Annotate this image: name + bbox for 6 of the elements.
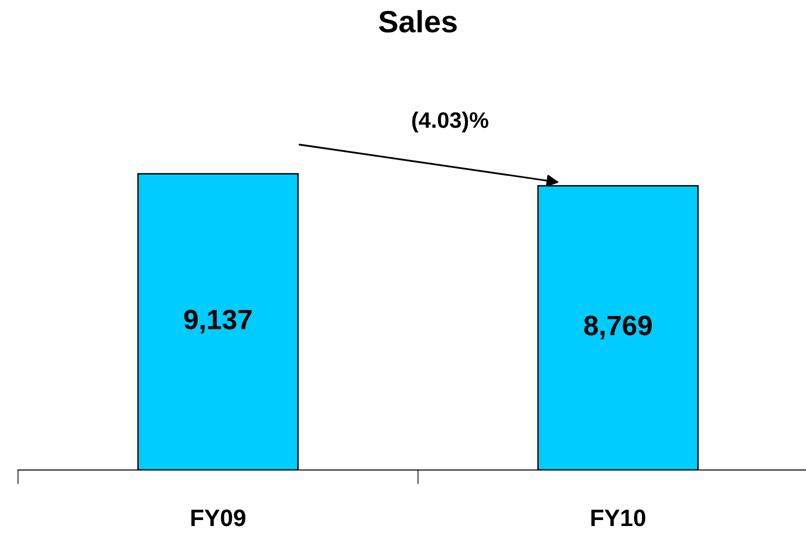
text: (4.03)% [412, 112, 488, 132]
chart-title: Sales [378, 10, 457, 33]
data-label: 8,769 [584, 316, 652, 340]
x-tick-label: FY10 [591, 510, 646, 526]
x-tick-label: FY09 [191, 510, 246, 526]
data-label: 9,137 [184, 310, 252, 334]
